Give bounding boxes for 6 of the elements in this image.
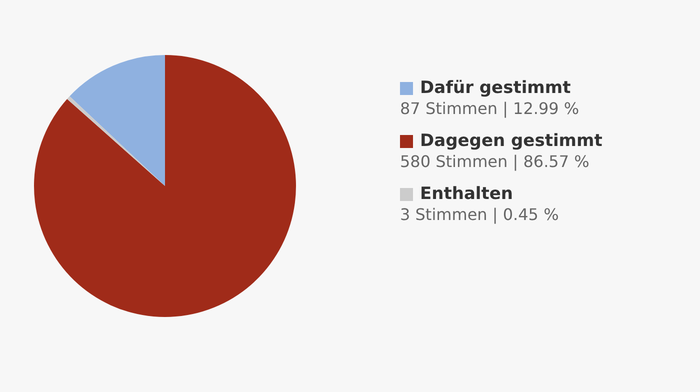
legend-label: Enthalten xyxy=(420,184,514,204)
legend-label: Dagegen gestimmt xyxy=(420,131,602,151)
data-label: 3 Stimmen | 0.45 % xyxy=(400,205,560,224)
data-label: 580 Stimmen | 86.57 % xyxy=(400,152,590,171)
legend-label: Dafür gestimmt xyxy=(420,78,571,98)
data-label: 87 Stimmen | 12.99 % xyxy=(400,99,580,118)
